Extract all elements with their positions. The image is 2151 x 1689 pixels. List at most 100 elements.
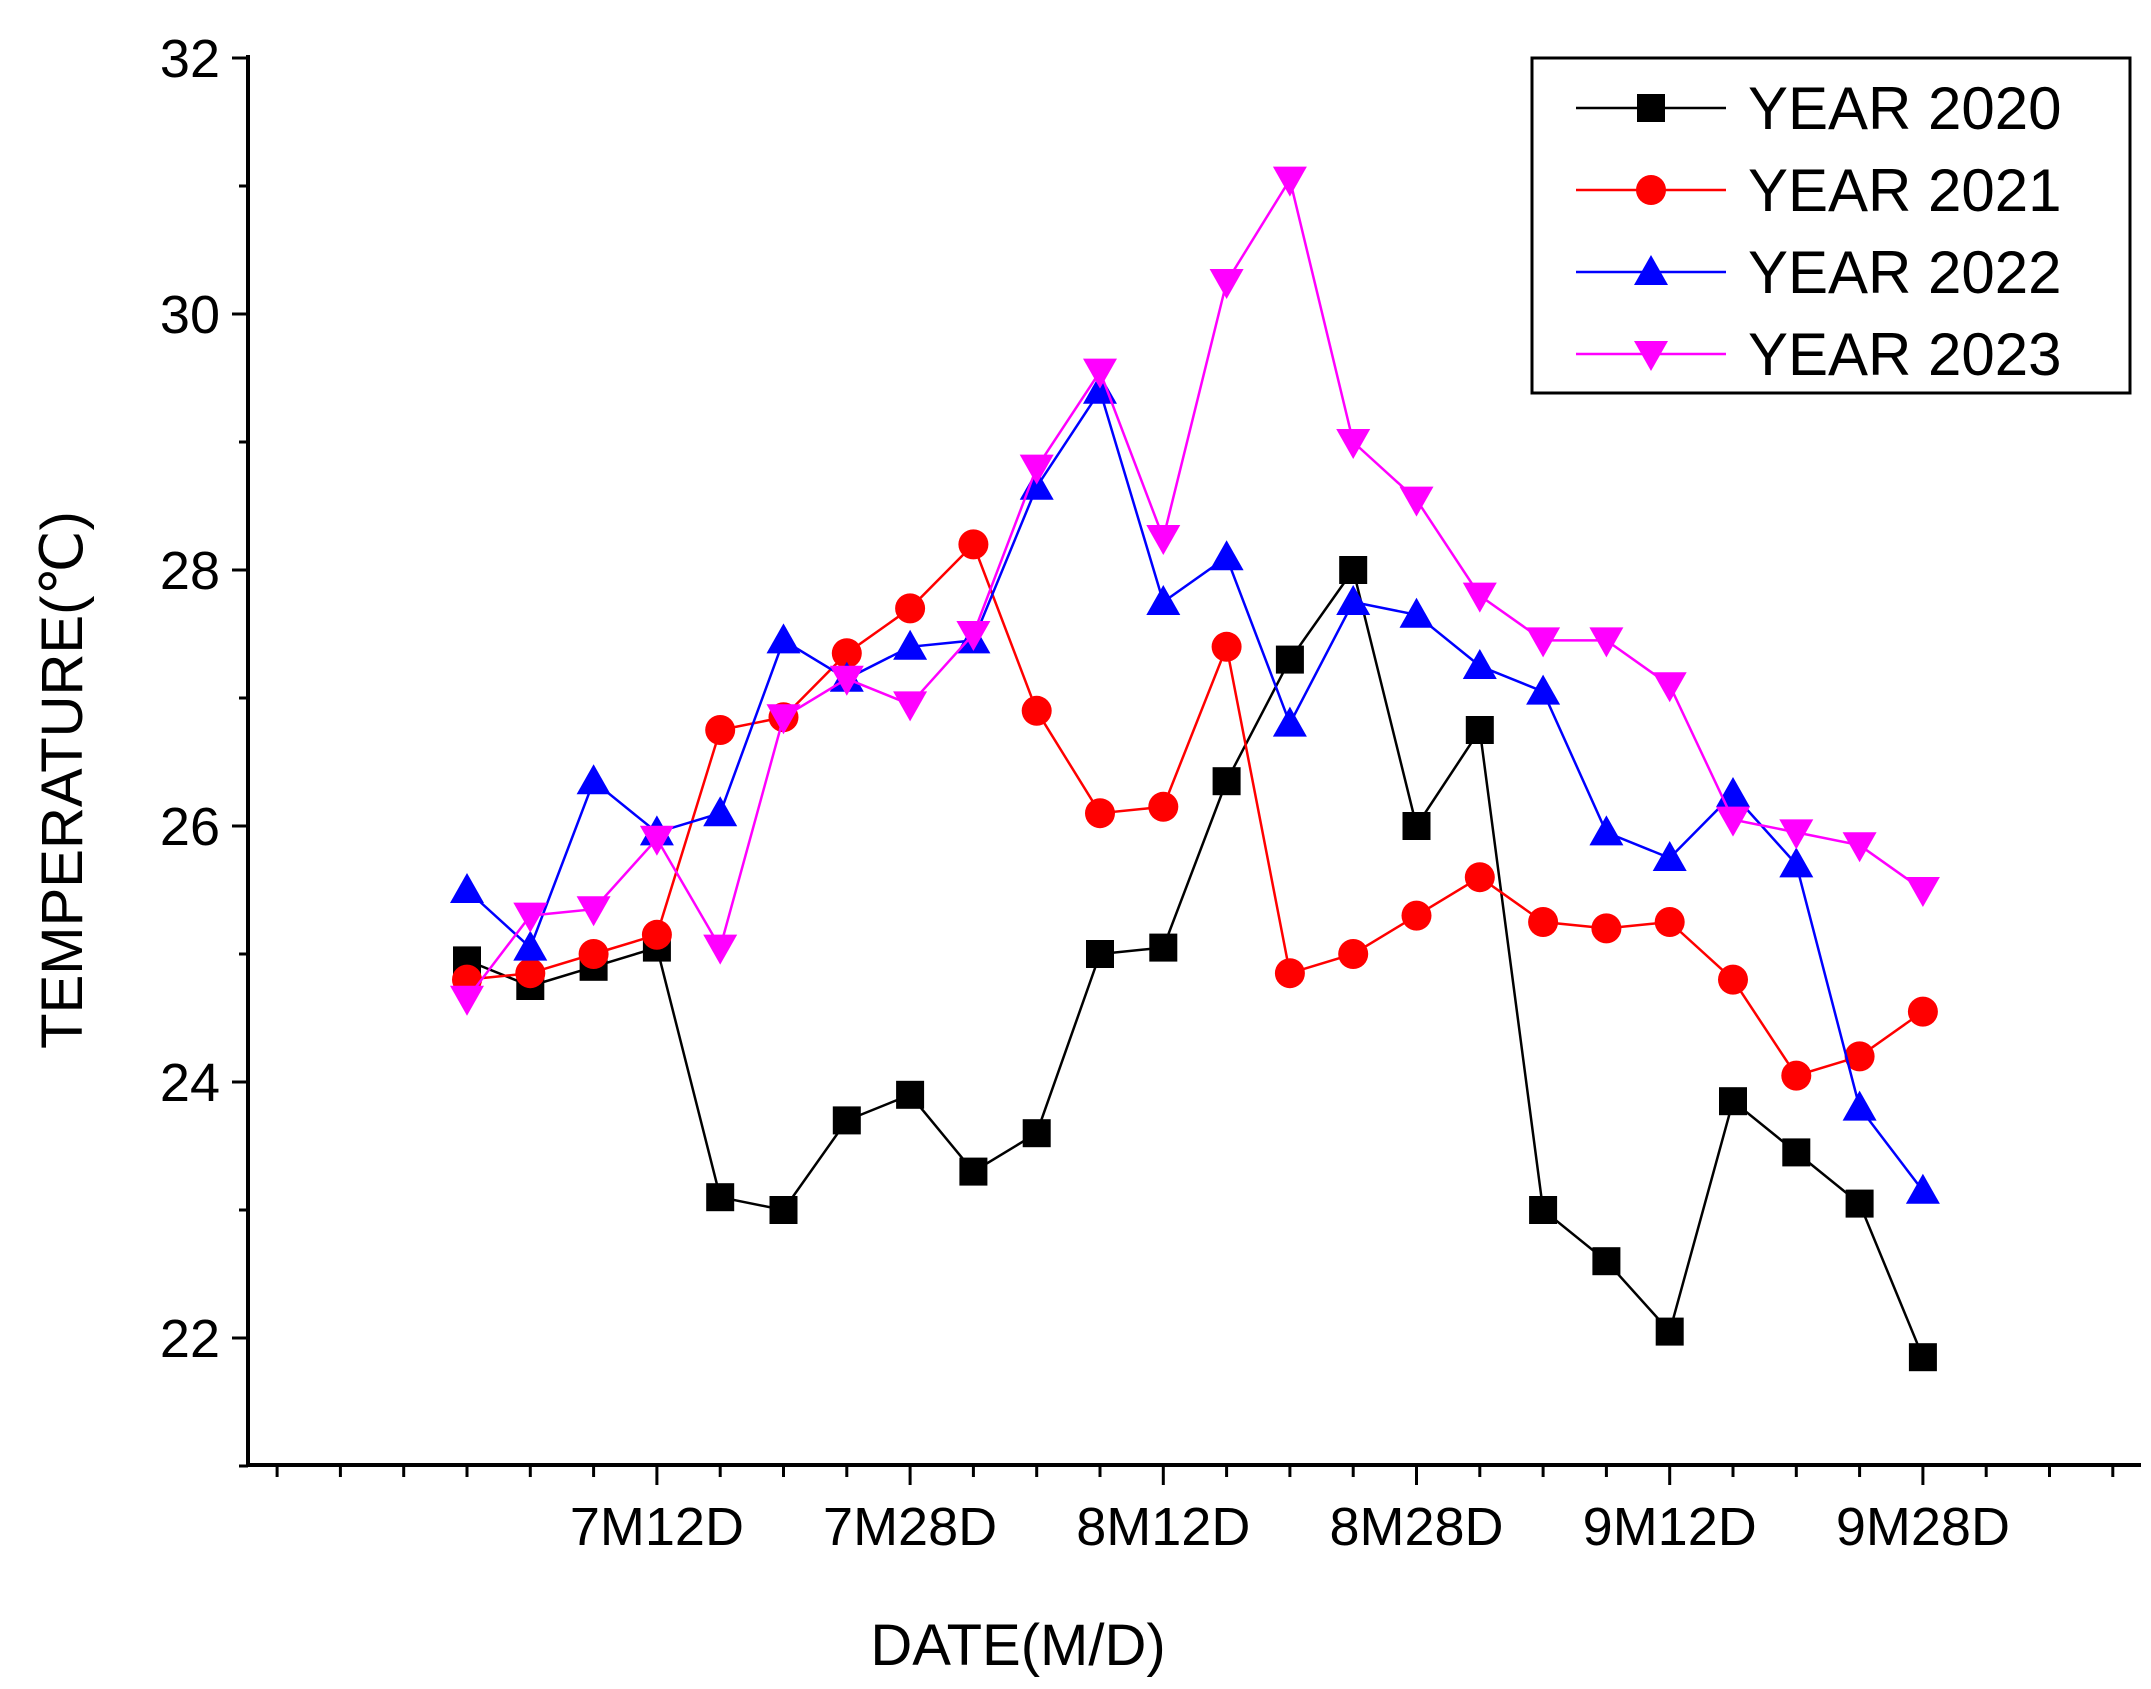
data-point: [829, 665, 864, 696]
data-point: [1336, 429, 1371, 459]
data-point: [576, 896, 611, 927]
x-tick-label: 8M12D: [1076, 1497, 1250, 1557]
x-axis-title: DATE(M/D): [870, 1613, 1165, 1678]
series-line: [466, 567, 1925, 1358]
axes: [246, 55, 2141, 1467]
y-tick-label: 32: [160, 29, 220, 89]
data-point: [639, 825, 674, 856]
series-line: [466, 542, 1924, 1078]
data-point: [1338, 939, 1369, 969]
data-point: [1212, 767, 1241, 796]
data-point: [706, 1183, 735, 1212]
data-point: [1526, 674, 1561, 705]
data-point: [1905, 1173, 1940, 1204]
data-point: [959, 1157, 988, 1186]
data-point: [832, 1106, 861, 1135]
data-point: [766, 623, 801, 654]
data-point: [513, 902, 548, 933]
data-point: [1589, 627, 1624, 658]
data-point: [515, 958, 546, 989]
data-point: [1336, 585, 1371, 615]
data-point: [576, 764, 611, 795]
x-ticks: 7M12D 7M28D 8M12D 8M28D 9M12D 9M28D: [275, 1465, 2115, 1557]
data-point: [1654, 907, 1685, 937]
series-line: [466, 176, 1924, 1000]
data-point: [1779, 847, 1814, 878]
legend-marker: [1634, 341, 1668, 371]
legend-marker: [1634, 255, 1668, 285]
legend-item: YEAR 2021: [1576, 157, 2062, 224]
data-point: [1589, 815, 1624, 846]
x-tick-label: 9M12D: [1583, 1497, 1757, 1557]
legend-label: YEAR 2022: [1748, 239, 2062, 306]
data-point: [1781, 1060, 1812, 1091]
data-point: [1086, 940, 1114, 968]
data-point: [895, 593, 926, 624]
data-point: [703, 934, 738, 965]
data-point: [1844, 1041, 1875, 1072]
data-point: [641, 919, 672, 950]
data-point: [1465, 716, 1494, 744]
legend-item: YEAR 2020: [1576, 75, 2062, 142]
x-tick-label: 7M28D: [823, 1497, 997, 1557]
legend-label: YEAR 2021: [1748, 157, 2062, 224]
data-point: [1462, 649, 1497, 679]
legend-marker: [1636, 175, 1666, 205]
data-point: [1149, 933, 1178, 962]
data-point: [1842, 1090, 1877, 1121]
data-point: [1272, 706, 1307, 737]
data-point: [1272, 166, 1307, 197]
data-point: [896, 1080, 925, 1109]
data-point: [1019, 454, 1054, 485]
data-point: [893, 629, 928, 660]
data-point: [1655, 1317, 1684, 1346]
data-point: [769, 1196, 798, 1224]
data-point: [703, 796, 738, 827]
legend-item: YEAR 2023: [1576, 321, 2062, 388]
data-point: [1402, 812, 1431, 840]
y-ticks: 22 24 26 28 30 32: [160, 29, 248, 1468]
data-point: [1716, 806, 1750, 837]
legend-item: YEAR 2022: [1576, 239, 2062, 306]
y-tick-label: 24: [160, 1053, 220, 1113]
data-point: [1464, 862, 1495, 893]
data-point: [1083, 358, 1117, 389]
data-point: [1146, 525, 1181, 555]
data-point: [1905, 877, 1940, 907]
legend-label: YEAR 2023: [1748, 321, 2062, 388]
data-point: [450, 985, 484, 1016]
data-point: [1719, 1087, 1747, 1116]
data-point: [1779, 819, 1814, 850]
data-point: [958, 529, 989, 560]
x-tick-label: 8M28D: [1329, 1497, 1503, 1557]
series-year-2021: [452, 529, 1938, 1091]
data-point: [1907, 996, 1938, 1027]
series-year-2023: [450, 166, 1940, 1016]
y-tick-label: 30: [160, 285, 220, 345]
data-point: [1529, 1196, 1558, 1224]
data-point: [893, 691, 928, 722]
data-point: [1908, 1343, 1937, 1372]
x-tick-label: 7M12D: [570, 1497, 744, 1557]
legend-box: [1530, 56, 2132, 395]
data-point: [1274, 958, 1305, 989]
data-point: [1652, 672, 1687, 703]
series-year-2022: [450, 373, 1940, 1204]
legend: YEAR 2020 YEAR 2021 YEAR 2022 YEAR 2023: [1530, 56, 2132, 395]
data-point: [1526, 627, 1561, 658]
data-point: [1782, 1138, 1811, 1167]
y-tick-label: 26: [160, 797, 220, 857]
y-tick-label: 22: [160, 1309, 220, 1369]
data-point: [831, 638, 862, 669]
data-point: [1022, 1119, 1051, 1148]
y-tick-label: 28: [160, 541, 220, 601]
data-point: [1845, 1189, 1874, 1218]
y-axis-title: TEMPERATURE(℃): [30, 511, 95, 1049]
data-point: [1275, 645, 1304, 674]
data-point: [766, 704, 801, 735]
x-tick-label: 9M28D: [1836, 1497, 2010, 1557]
data-point: [578, 939, 609, 969]
data-point: [1209, 540, 1244, 571]
legend-marker: [1637, 94, 1665, 122]
